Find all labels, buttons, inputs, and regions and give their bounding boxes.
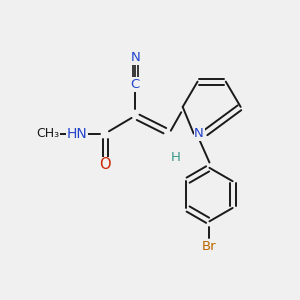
Text: O: O xyxy=(100,158,111,172)
Text: H: H xyxy=(170,151,180,164)
Text: N: N xyxy=(130,51,140,64)
Text: Br: Br xyxy=(202,240,217,253)
Text: N: N xyxy=(194,127,204,140)
Text: HN: HN xyxy=(67,127,88,141)
Text: CH₃: CH₃ xyxy=(36,127,59,140)
Text: C: C xyxy=(130,78,140,91)
